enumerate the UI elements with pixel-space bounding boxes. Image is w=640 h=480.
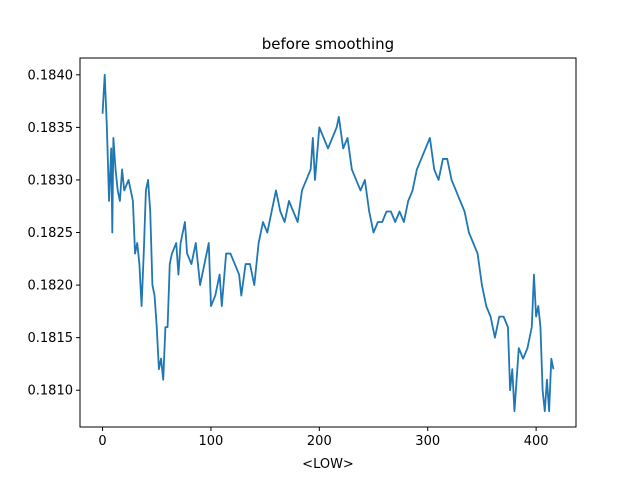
x-tick-label: 200	[307, 434, 332, 449]
y-tick-label: 0.1810	[28, 384, 74, 399]
y-tick-label: 0.1825	[28, 226, 74, 241]
x-tick-label: 300	[415, 434, 440, 449]
x-tick-label: 100	[199, 434, 224, 449]
chart-title: before smoothing	[262, 35, 394, 53]
y-tick-label: 0.1815	[28, 331, 74, 346]
data-line	[101, 73, 555, 413]
x-tick-label: 0	[98, 434, 106, 449]
x-axis-label: <LOW>	[302, 457, 354, 472]
plot-frame	[79, 57, 577, 428]
y-tick-label: 0.1820	[28, 279, 74, 294]
y-tick-label: 0.1835	[28, 121, 74, 136]
x-tick-label: 400	[524, 434, 549, 449]
y-tick-label: 0.1840	[28, 68, 74, 83]
y-tick-label: 0.1830	[28, 173, 74, 188]
